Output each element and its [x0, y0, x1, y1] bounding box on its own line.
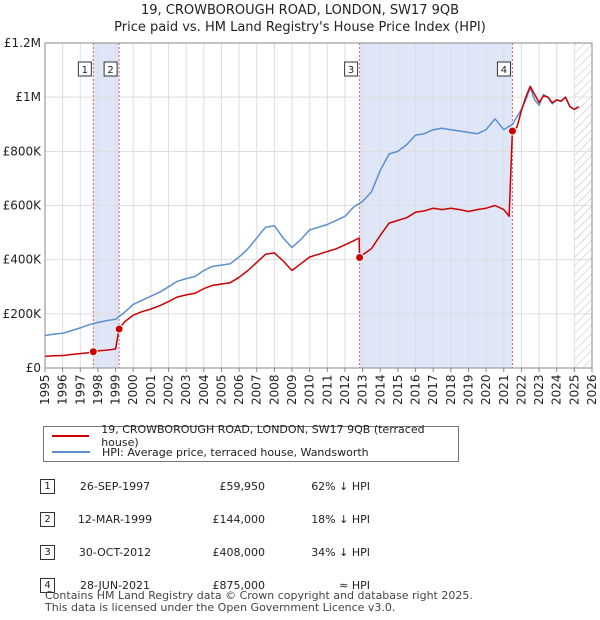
transaction-date: 12-MAR-1999 — [77, 513, 153, 526]
x-tick-label: 2014 — [373, 374, 387, 405]
property-series-line — [44, 85, 580, 358]
transaction-badge: 4 — [40, 578, 55, 593]
y-tick-label: £800K — [3, 144, 43, 158]
legend-entry-property: 19, CROWBOROUGH ROAD, LONDON, SW17 9QB (… — [52, 423, 458, 449]
x-tick-label: 2015 — [391, 374, 405, 405]
x-tick-label: 1997 — [73, 374, 87, 405]
x-tick-label: 2012 — [338, 374, 352, 405]
x-tick-label: 2021 — [497, 374, 511, 405]
x-tick-label: 2013 — [356, 374, 370, 405]
table-row: 3 30-OCT-2012 £408,000 34% ↓ HPI — [40, 536, 370, 569]
y-tick-label: £1M — [15, 90, 41, 104]
sale-label-text: 1 — [82, 65, 88, 76]
chart-title-line2: Price paid vs. HM Land Registry's House … — [114, 20, 486, 35]
chart-title-line1: 19, CROWBOROUGH ROAD, LONDON, SW17 9QB — [140, 3, 460, 18]
transaction-price: £408,000 — [212, 546, 266, 559]
sale-label-box — [103, 61, 118, 77]
transaction-hpi-diff: ≈ HPI — [339, 579, 370, 592]
chart-legend: 19, CROWBOROUGH ROAD, LONDON, SW17 9QB (… — [43, 423, 459, 462]
x-tick-label: 1999 — [109, 374, 123, 405]
x-tick-label: 1996 — [56, 374, 70, 405]
transaction-date: 28-JUN-2021 — [79, 579, 151, 592]
transaction-date: 30-OCT-2012 — [78, 546, 152, 559]
footer-copyright: Contains HM Land Registry data © Crown c… — [45, 589, 473, 602]
sale-label-text: 4 — [501, 65, 507, 76]
legend-swatch-property — [52, 435, 90, 437]
y-tick-label: £600K — [3, 199, 43, 213]
legend-swatch-hpi — [52, 451, 90, 453]
x-tick-label: 2019 — [461, 374, 475, 405]
transaction-price: £59,950 — [219, 480, 266, 493]
transaction-hpi-diff: 34% ↓ HPI — [311, 546, 370, 559]
transaction-badge: 1 — [40, 479, 55, 494]
x-tick-label: 2026 — [585, 374, 599, 405]
y-tick-label: £1.2M — [4, 36, 41, 50]
y-tick-label: £0 — [26, 361, 41, 375]
legend-label-hpi: HPI: Average price, terraced house, Wand… — [102, 445, 369, 459]
price-chart: 1 2 3 4 £0 £200K £400K £600K £800K £1M £1.2M 1995 19… — [3, 36, 599, 405]
transaction-price: £144,000 — [212, 513, 266, 526]
x-tick-label: 2025 — [567, 374, 581, 405]
x-tick-label: 2022 — [514, 374, 528, 405]
sale-label-box — [77, 61, 92, 77]
x-tick-label: 1995 — [38, 374, 52, 405]
x-tick-label: 2018 — [444, 374, 458, 405]
sale-point — [507, 126, 517, 136]
x-tick-label: 2020 — [479, 374, 493, 405]
sale-label-box — [344, 61, 359, 77]
x-tick-label: 2002 — [162, 374, 176, 405]
footer-licence: This data is licensed under the Open Gov… — [45, 601, 396, 614]
x-tick-label: 2001 — [144, 374, 158, 405]
x-tick-label: 2008 — [267, 374, 281, 405]
x-tick-label: 2006 — [232, 374, 246, 405]
sale-label-box — [496, 61, 511, 77]
sale-label-text: 3 — [348, 65, 354, 76]
x-tick-label: 2010 — [303, 374, 317, 405]
x-tick-label: 2024 — [550, 374, 564, 405]
transaction-price: £875,000 — [212, 579, 266, 592]
legend-entry-hpi: HPI: Average price, terraced house, Wand… — [52, 444, 369, 460]
transactions-table: 1 26-SEP-1997 £59,950 62% ↓ HPI 2 12-MAR… — [40, 470, 370, 602]
x-tick-label: 2016 — [409, 374, 423, 405]
x-tick-label: 2017 — [426, 374, 440, 405]
x-tick-label: 2009 — [285, 374, 299, 405]
transaction-hpi-diff: 62% ↓ HPI — [311, 480, 370, 493]
sale-label-text: 2 — [107, 65, 113, 76]
transaction-badge: 3 — [40, 545, 55, 560]
table-row: 2 12-MAR-1999 £144,000 18% ↓ HPI — [40, 503, 370, 536]
x-tick-label: 1998 — [91, 374, 105, 405]
sale-point — [355, 253, 365, 262]
table-row: 4 28-JUN-2021 £875,000 ≈ HPI — [40, 569, 370, 602]
y-tick-label: £400K — [3, 253, 43, 267]
table-row: 1 26-SEP-1997 £59,950 62% ↓ HPI — [40, 470, 370, 503]
sale-point — [114, 324, 124, 334]
x-tick-label: 2007 — [250, 374, 264, 405]
x-tick-label: 2023 — [532, 374, 546, 405]
sale-point — [88, 347, 98, 357]
transaction-badge: 2 — [40, 512, 55, 527]
x-tick-label: 2011 — [320, 374, 334, 405]
x-tick-label: 2005 — [214, 374, 228, 405]
x-tick-label: 2004 — [197, 374, 211, 405]
transaction-hpi-diff: 18% ↓ HPI — [311, 513, 370, 526]
plot-frame — [44, 42, 593, 369]
legend-label-property: 19, CROWBOROUGH ROAD, LONDON, SW17 9QB (… — [101, 423, 425, 449]
y-tick-label: £200K — [3, 307, 43, 321]
x-tick-label: 2000 — [126, 374, 140, 405]
transaction-date: 26-SEP-1997 — [79, 480, 151, 493]
x-tick-label: 2003 — [179, 374, 193, 405]
